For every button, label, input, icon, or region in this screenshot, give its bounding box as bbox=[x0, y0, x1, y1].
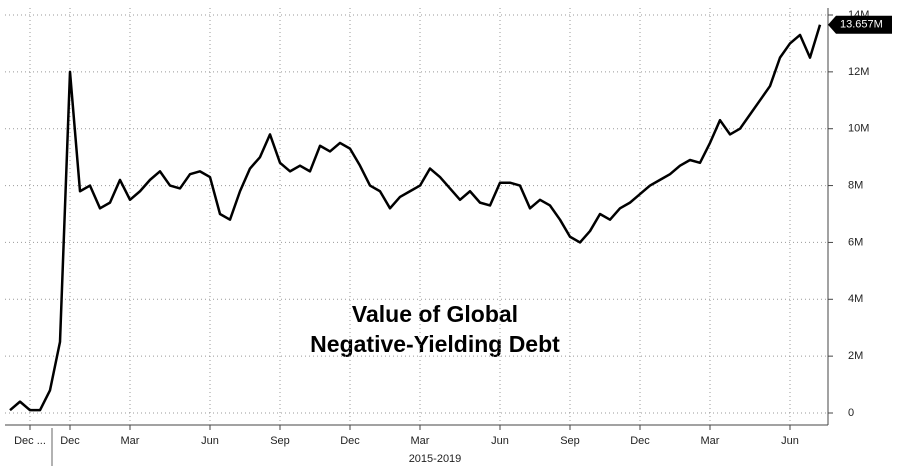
y-tick-label: 4M bbox=[848, 293, 863, 305]
x-tick-label: Jun bbox=[201, 435, 219, 447]
y-tick-label: 12M bbox=[848, 66, 869, 78]
current-value-label: 13.657M bbox=[840, 19, 883, 31]
x-tick-label: Mar bbox=[411, 435, 430, 447]
x-axis-label: 2015-2019 bbox=[409, 453, 462, 465]
x-tick-label: Mar bbox=[701, 435, 720, 447]
y-tick-label: 10M bbox=[848, 123, 869, 135]
x-tick-label: Jun bbox=[781, 435, 799, 447]
x-tick-label: Sep bbox=[560, 435, 580, 447]
chart-title: Value of Global bbox=[352, 301, 518, 327]
y-tick-label: 2M bbox=[848, 350, 863, 362]
x-tick-label: Dec bbox=[340, 435, 360, 447]
x-tick-label: Jun bbox=[491, 435, 509, 447]
y-tick-label: 8M bbox=[848, 179, 863, 191]
x-tick-label: Dec bbox=[60, 435, 80, 447]
x-tick-label: Mar bbox=[121, 435, 140, 447]
x-tick-label: Dec bbox=[630, 435, 650, 447]
x-tick-label: Sep bbox=[270, 435, 290, 447]
y-tick-label: 0 bbox=[848, 407, 854, 419]
y-tick-label: 6M bbox=[848, 236, 863, 248]
line-series bbox=[9, 24, 822, 412]
chart-title: Negative-Yielding Debt bbox=[310, 331, 560, 357]
x-tick-label: Dec ... bbox=[14, 435, 46, 447]
current-value-badge bbox=[828, 15, 892, 34]
